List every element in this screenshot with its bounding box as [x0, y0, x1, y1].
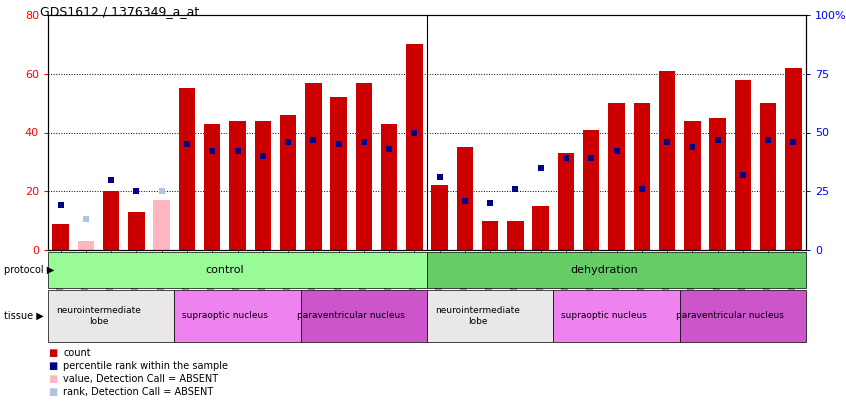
Bar: [558, 153, 574, 250]
Text: ■: ■: [48, 374, 58, 384]
Bar: [48, 290, 174, 342]
Text: protocol ▶: protocol ▶: [4, 265, 54, 275]
Bar: [103, 191, 119, 250]
Text: value, Detection Call = ABSENT: value, Detection Call = ABSENT: [63, 374, 218, 384]
Text: percentile rank within the sample: percentile rank within the sample: [63, 361, 228, 371]
Bar: [532, 206, 549, 250]
Bar: [553, 290, 679, 342]
Bar: [48, 252, 427, 288]
Bar: [280, 115, 296, 250]
Bar: [78, 241, 94, 250]
Bar: [508, 221, 524, 250]
Bar: [52, 224, 69, 250]
Bar: [427, 252, 806, 288]
Bar: [129, 212, 145, 250]
Text: tissue ▶: tissue ▶: [4, 311, 44, 321]
Bar: [734, 80, 751, 250]
Text: paraventricular nucleus: paraventricular nucleus: [297, 311, 405, 320]
Bar: [482, 221, 498, 250]
Bar: [760, 103, 777, 250]
Text: neurointermediate
lobe: neurointermediate lobe: [56, 306, 141, 326]
Bar: [457, 147, 473, 250]
Bar: [330, 97, 347, 250]
Bar: [174, 290, 300, 342]
Text: dehydration: dehydration: [570, 265, 638, 275]
Bar: [305, 83, 321, 250]
Bar: [634, 103, 650, 250]
Bar: [153, 200, 170, 250]
Text: count: count: [63, 348, 91, 358]
Text: supraoptic nucleus: supraoptic nucleus: [561, 311, 647, 320]
Bar: [583, 130, 600, 250]
Text: rank, Detection Call = ABSENT: rank, Detection Call = ABSENT: [63, 387, 213, 397]
Text: control: control: [206, 265, 244, 275]
Bar: [709, 118, 726, 250]
Bar: [406, 45, 423, 250]
Bar: [679, 290, 806, 342]
Bar: [684, 121, 700, 250]
Text: ■: ■: [48, 361, 58, 371]
Bar: [355, 83, 372, 250]
Bar: [785, 68, 801, 250]
Bar: [431, 185, 448, 250]
Text: ■: ■: [48, 387, 58, 397]
Bar: [659, 71, 675, 250]
Bar: [381, 124, 398, 250]
Bar: [255, 121, 271, 250]
Bar: [300, 290, 427, 342]
Bar: [427, 290, 553, 342]
Bar: [608, 103, 624, 250]
Text: supraoptic nucleus: supraoptic nucleus: [182, 311, 268, 320]
Text: neurointermediate
lobe: neurointermediate lobe: [435, 306, 520, 326]
Bar: [229, 121, 245, 250]
Bar: [179, 88, 195, 250]
Bar: [204, 124, 221, 250]
Text: GDS1612 / 1376349_a_at: GDS1612 / 1376349_a_at: [40, 5, 199, 18]
Text: ■: ■: [48, 348, 58, 358]
Text: paraventricular nucleus: paraventricular nucleus: [676, 311, 784, 320]
